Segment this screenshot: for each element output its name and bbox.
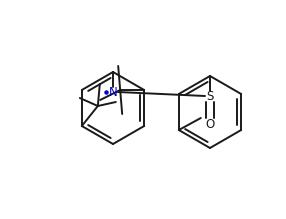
Text: S: S xyxy=(206,90,214,102)
Text: O: O xyxy=(205,118,214,131)
Text: N: N xyxy=(109,85,117,99)
